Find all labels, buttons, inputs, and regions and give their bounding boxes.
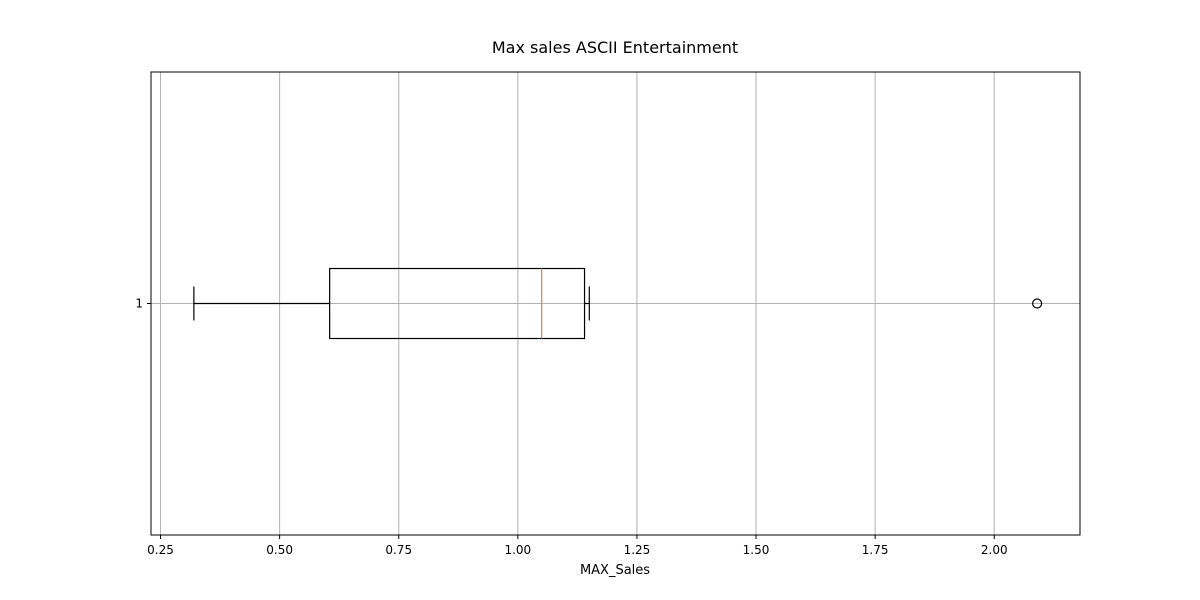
grid xyxy=(151,72,1080,535)
x-axis-label: MAX_Sales xyxy=(580,563,650,578)
y-axis-ticks: 1 xyxy=(135,297,151,311)
x-tick-label: 1.75 xyxy=(862,543,889,557)
x-tick-label: 1.50 xyxy=(743,543,770,557)
outlier-point xyxy=(1032,298,1043,309)
y-tick-label: 1 xyxy=(135,297,143,311)
x-axis-ticks: 0.25 0.50 0.75 1.00 1.25 1.50 1.75 2.00 xyxy=(147,535,1008,557)
chart-title: Max sales ASCII Entertainment xyxy=(492,38,738,57)
box-layer xyxy=(193,267,1043,340)
x-tick-label: 0.75 xyxy=(385,543,412,557)
x-tick-label: 2.00 xyxy=(981,543,1008,557)
iqr-box xyxy=(329,267,586,340)
x-tick-label: 1.00 xyxy=(504,543,531,557)
x-tick-label: 1.25 xyxy=(624,543,651,557)
x-tick-label: 0.50 xyxy=(266,543,293,557)
x-tick-label: 0.25 xyxy=(147,543,174,557)
